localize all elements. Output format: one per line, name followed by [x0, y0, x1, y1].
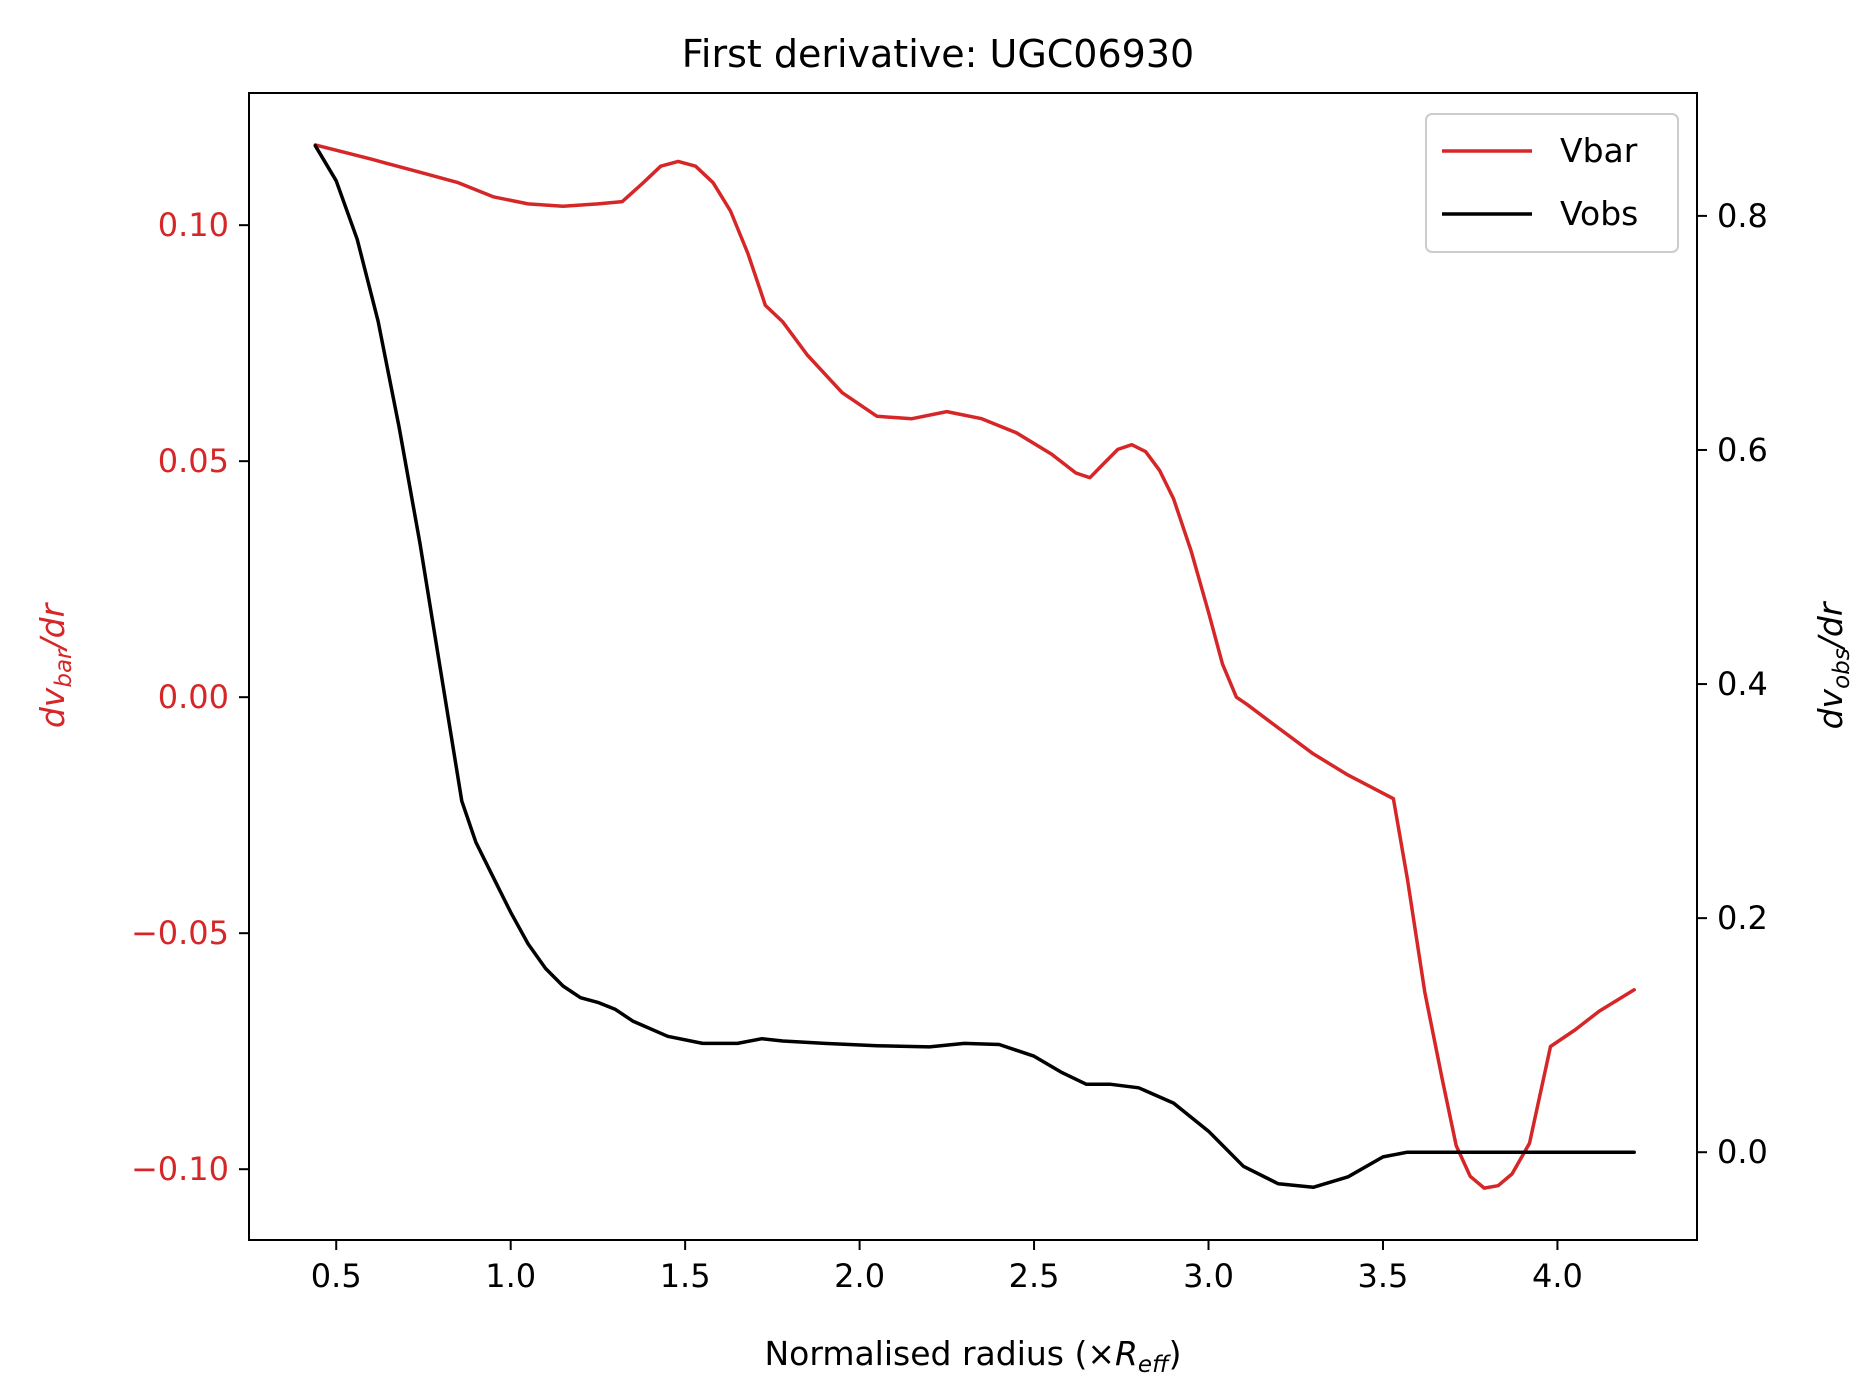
y-left-label-suffix: /dr — [33, 601, 72, 652]
y-right-label-suffix: /dr — [1811, 600, 1850, 651]
y-right-tick-label: 0.2 — [1717, 899, 1768, 937]
x-tick-label: 1.0 — [485, 1257, 536, 1295]
legend-label-vobs: Vobs — [1560, 194, 1638, 233]
x-axis-label-symbol: R — [1115, 1334, 1138, 1373]
y-right-tick-label: 0.0 — [1717, 1133, 1768, 1171]
x-axis-label-sub: eff — [1138, 1352, 1171, 1378]
x-axis-label: Normalised radius (×Reff) — [764, 1334, 1181, 1378]
y-right-tick-label: 0.4 — [1717, 665, 1768, 703]
x-tick-label: 3.0 — [1183, 1257, 1234, 1295]
y-left-tick-label: 0.05 — [158, 442, 229, 480]
x-axis-label-suffix: ) — [1169, 1334, 1182, 1373]
y-left-label-prefix: d — [33, 706, 72, 728]
x-tick-label: 2.0 — [834, 1257, 885, 1295]
chart-title: First derivative: UGC06930 — [682, 32, 1194, 76]
y-axis-right-label: dvobs/dr — [1811, 600, 1855, 729]
y-left-label-sub: bar — [51, 648, 77, 688]
y-left-label-symbol: v — [33, 687, 72, 707]
y-left-tick-label: 0.00 — [158, 678, 229, 716]
x-tick-label: 4.0 — [1532, 1257, 1583, 1295]
y-left-tick-label: −0.05 — [131, 914, 229, 952]
plot-frame — [248, 92, 1698, 1241]
x-tick-label: 2.5 — [1009, 1257, 1060, 1295]
x-axis-label-prefix: Normalised radius (× — [764, 1334, 1115, 1373]
y-left-tick-label: −0.10 — [131, 1150, 229, 1188]
x-tick-label: 0.5 — [311, 1257, 362, 1295]
y-right-label-sub: obs — [1829, 648, 1855, 689]
series-line-vbar — [313, 143, 1636, 1190]
legend: Vbar Vobs — [1425, 113, 1679, 253]
y-left-tick-label: 0.10 — [158, 206, 229, 244]
x-axis: 0.5 1.0 1.5 2.0 2.5 3.0 3.5 4.0 — [311, 1240, 1583, 1295]
x-tick-label: 3.5 — [1358, 1257, 1409, 1295]
y-axis-right: 0.8 0.6 0.4 0.2 0.0 — [1697, 197, 1768, 1171]
legend-label-vbar: Vbar — [1560, 131, 1638, 170]
y-right-label-symbol: v — [1811, 688, 1850, 708]
plot-area — [248, 92, 1698, 1241]
y-right-tick-label: 0.6 — [1717, 431, 1768, 469]
y-right-tick-label: 0.8 — [1717, 197, 1768, 235]
y-right-label-prefix: d — [1811, 707, 1850, 729]
series-layer — [313, 143, 1636, 1190]
y-axis-left: 0.10 0.05 0.00 −0.05 −0.10 — [131, 206, 249, 1188]
series-line-vobs — [313, 143, 1636, 1190]
x-tick-label: 1.5 — [660, 1257, 711, 1295]
legend-box — [1425, 113, 1679, 253]
y-axis-left-label: dvbar/dr — [33, 601, 77, 728]
